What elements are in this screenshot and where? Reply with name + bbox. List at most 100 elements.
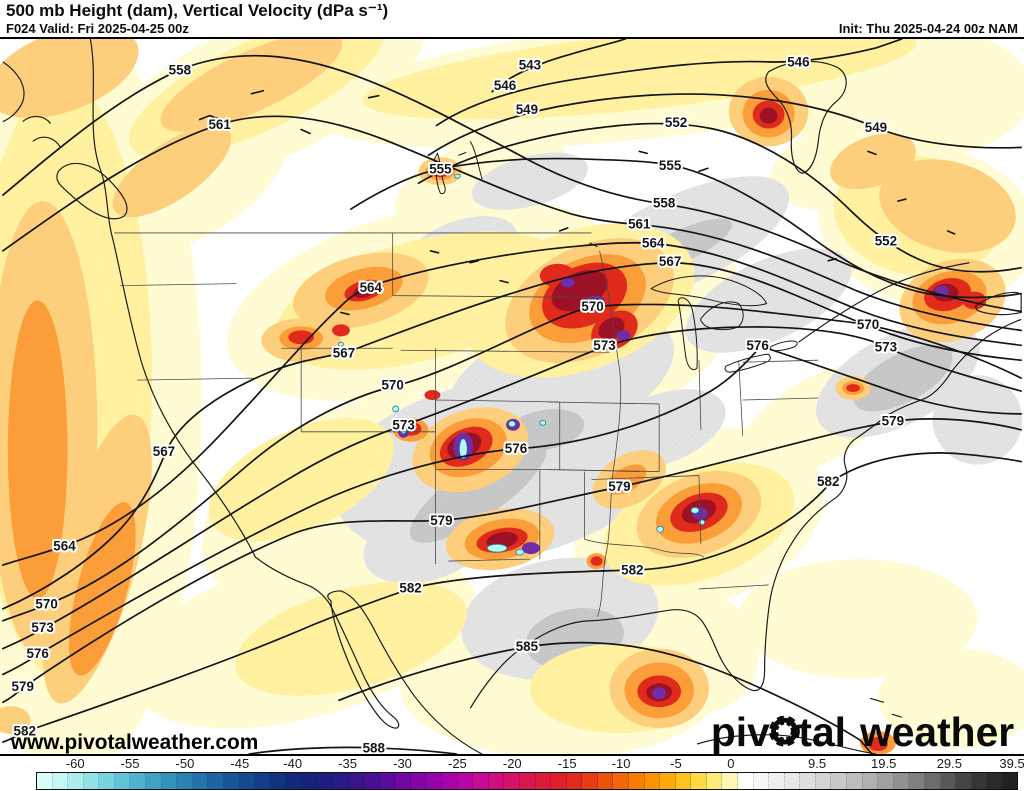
contour-label: 564 bbox=[642, 235, 665, 250]
colorbar-segment bbox=[613, 773, 629, 789]
colorbar-segment bbox=[878, 773, 894, 789]
gear-icon bbox=[769, 715, 800, 747]
contour-label: 573 bbox=[31, 620, 53, 635]
contour-label: 576 bbox=[505, 441, 527, 456]
colorbar-segment bbox=[644, 773, 661, 789]
colorbar-segment bbox=[566, 773, 583, 789]
colorbar-tick: -60 bbox=[65, 756, 85, 771]
manitoba-lakes bbox=[433, 141, 598, 248]
contour-label: 561 bbox=[208, 117, 231, 132]
small-lakes bbox=[198, 89, 956, 316]
colorbar-segment bbox=[426, 773, 443, 789]
colorbar-segment bbox=[847, 773, 863, 789]
colorbar-segment bbox=[146, 773, 162, 789]
colorbar-segment bbox=[706, 773, 723, 789]
colorbar-segment bbox=[395, 773, 411, 789]
colorbar-segment bbox=[940, 773, 957, 789]
colorbar-segment bbox=[161, 773, 178, 789]
colorbar-segment bbox=[130, 773, 147, 789]
contour-label: 546 bbox=[787, 54, 809, 69]
colorbar-segment bbox=[738, 773, 754, 789]
colorbar-tick: -35 bbox=[338, 756, 358, 771]
colorbar-segment bbox=[68, 773, 84, 789]
colorbar-segment bbox=[301, 773, 318, 789]
contour-label: 543 bbox=[519, 57, 541, 72]
colorbar-tick: -20 bbox=[502, 756, 522, 771]
colorbar-tick: -40 bbox=[283, 756, 303, 771]
colorbar-tick: -5 bbox=[670, 756, 682, 771]
colorbar-tick: 0 bbox=[727, 756, 735, 771]
colorbar-segment bbox=[255, 773, 271, 789]
colorbar-segment bbox=[504, 773, 520, 789]
colorbar-tick: -50 bbox=[175, 756, 195, 771]
colorbar-segment bbox=[551, 773, 567, 789]
colorbar-segment bbox=[753, 773, 770, 789]
colorbar-segment bbox=[410, 773, 427, 789]
contour-label: 576 bbox=[746, 338, 768, 353]
pacific-coastline bbox=[89, 39, 483, 754]
contour-label: 570 bbox=[381, 378, 403, 393]
contour-label: 567 bbox=[659, 254, 681, 269]
map-canvas: 543 546 546 549 549 552 552 555 555 558 558 561 561 5… bbox=[0, 37, 1024, 756]
height-contours bbox=[2, 39, 1022, 754]
pivotal-weather-logo: piv tal weather bbox=[711, 709, 1014, 754]
contour-label: 555 bbox=[659, 158, 682, 173]
colorbar-segment bbox=[971, 773, 988, 789]
colorbar-segment bbox=[987, 773, 1003, 789]
colorbar-segment bbox=[286, 773, 302, 789]
colorbar-tick: -25 bbox=[447, 756, 467, 771]
colorbar-segment bbox=[239, 773, 256, 789]
colorbar-segment bbox=[270, 773, 287, 789]
colorbar-tick: 39.5 bbox=[999, 756, 1024, 771]
valid-time-label: F024 Valid: Fri 2025-04-25 00z bbox=[6, 21, 189, 36]
colorbar-tick: -10 bbox=[611, 756, 631, 771]
colorbar-segment bbox=[114, 773, 131, 789]
colorbar-segment bbox=[893, 773, 910, 789]
colorbar-segment bbox=[956, 773, 972, 789]
colorbar-segment bbox=[379, 773, 396, 789]
colorbar-segment bbox=[1002, 773, 1018, 789]
colorbar-segment bbox=[691, 773, 707, 789]
contour-label: 561 bbox=[628, 216, 651, 231]
colorbar-segment bbox=[909, 773, 925, 789]
contour-label: 552 bbox=[665, 115, 687, 130]
contour-label: 570 bbox=[35, 596, 57, 611]
colorbar-segment bbox=[52, 773, 69, 789]
colorbar-segment bbox=[37, 773, 53, 789]
contour-label: 579 bbox=[430, 513, 452, 528]
contour-label: 558 bbox=[653, 196, 676, 211]
colorbar-segment bbox=[815, 773, 832, 789]
header: 500 mb Height (dam), Vertical Velocity (… bbox=[0, 0, 1024, 37]
cuba-bahamas bbox=[696, 697, 902, 754]
gulf-atlantic-coastline bbox=[469, 318, 1022, 709]
contour-label: 567 bbox=[153, 444, 175, 459]
contour-label: 567 bbox=[333, 346, 355, 361]
contour-label: 585 bbox=[516, 639, 539, 654]
nova-scotia bbox=[974, 291, 1022, 316]
logo-text-right: weather bbox=[859, 709, 1014, 754]
colorbar-segment bbox=[660, 773, 676, 789]
colorbar-tick: 29.5 bbox=[936, 756, 963, 771]
colorbar-segment bbox=[348, 773, 365, 789]
colorbar-segment bbox=[473, 773, 489, 789]
contour-label: 549 bbox=[516, 102, 538, 117]
colorbar-segment bbox=[831, 773, 848, 789]
contour-label: 549 bbox=[865, 120, 887, 135]
contour-label: 555 bbox=[429, 162, 452, 177]
colorbar-segment bbox=[800, 773, 816, 789]
colorbar-tick: -55 bbox=[120, 756, 140, 771]
colorbar-tick: 9.5 bbox=[808, 756, 827, 771]
colorbar-tick: -15 bbox=[557, 756, 577, 771]
colorbar-segment bbox=[924, 773, 941, 789]
colorbar-segment bbox=[769, 773, 785, 789]
contour-label: 582 bbox=[621, 563, 643, 578]
colorbar-segment bbox=[597, 773, 614, 789]
colorbar-segment bbox=[488, 773, 505, 789]
colorbar-segment bbox=[457, 773, 474, 789]
colorbar-segment bbox=[784, 773, 801, 789]
colorbar-segment bbox=[223, 773, 240, 789]
colorbar-segment bbox=[177, 773, 193, 789]
colorbar-segment bbox=[582, 773, 598, 789]
